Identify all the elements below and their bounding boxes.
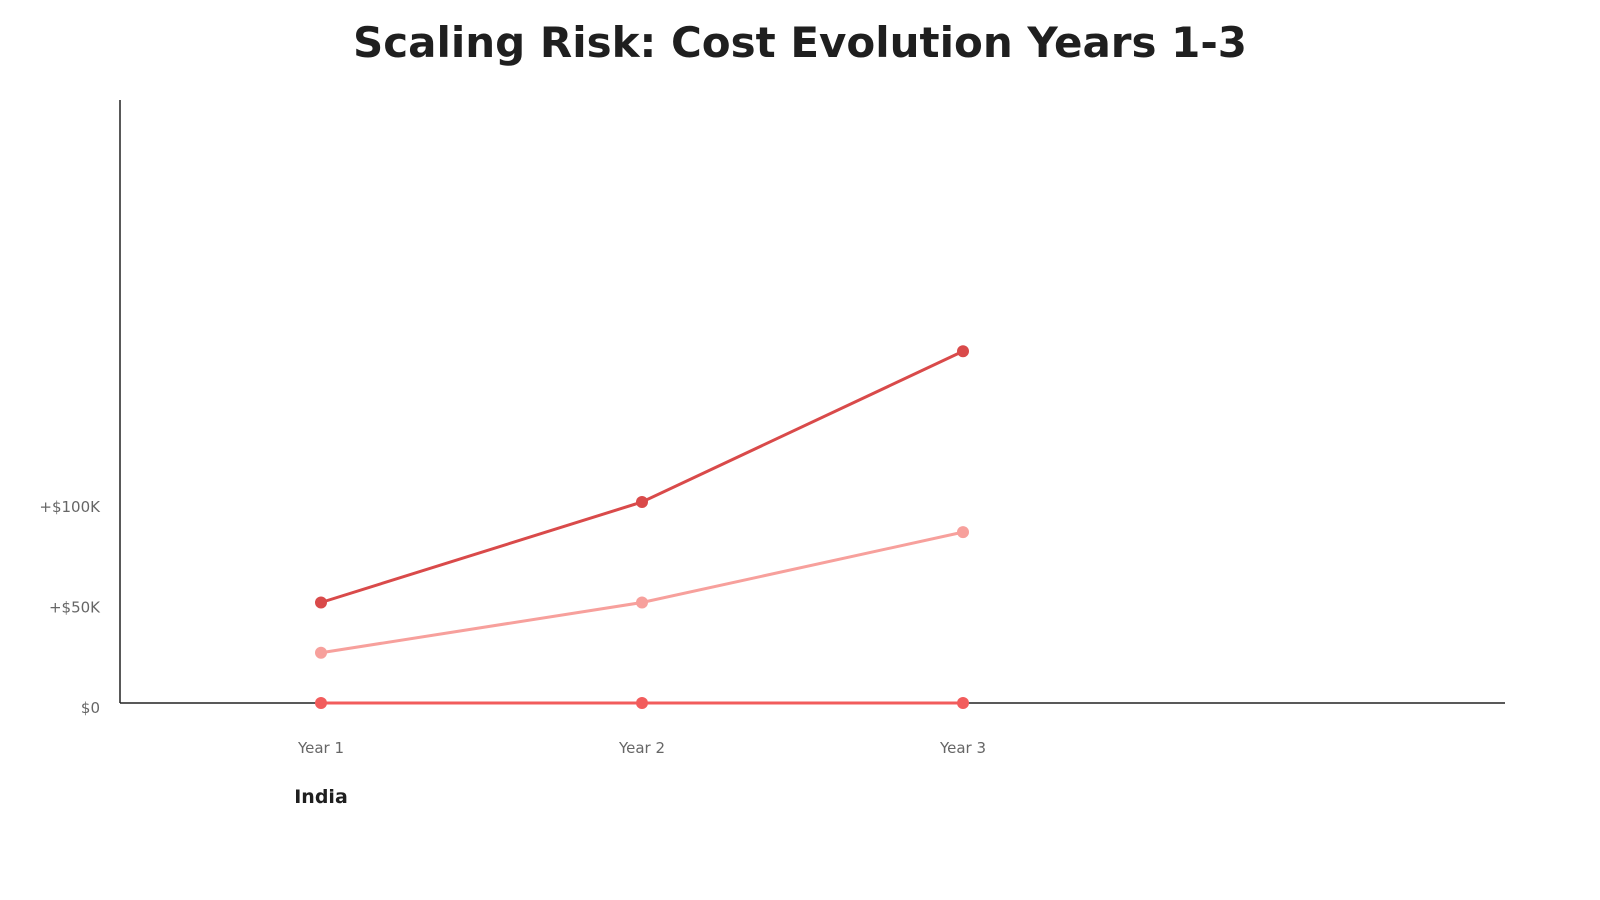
chart-axes — [119, 100, 1505, 704]
series-line — [320, 530, 964, 655]
series-3 — [315, 697, 969, 709]
data-point — [636, 697, 648, 709]
data-point — [315, 596, 327, 609]
x-tick-labels: Year 1 Year 2 Year 3 — [297, 739, 986, 757]
y-tick-label: +$100K — [39, 498, 101, 516]
chart-title: Scaling Risk: Cost Evolution Years 1-3 — [353, 18, 1247, 67]
x-tick-label: Year 3 — [939, 739, 986, 757]
series-layer — [315, 345, 969, 709]
y-tick-labels: $0 +$50K +$100K — [39, 498, 101, 717]
data-point — [315, 646, 327, 659]
data-point — [957, 345, 969, 358]
x-tick-label: Year 2 — [618, 739, 665, 757]
x-tick-label: Year 1 — [297, 739, 344, 757]
series-2 — [315, 526, 969, 659]
series-line — [320, 349, 964, 604]
group-label: India — [294, 786, 348, 808]
data-point — [957, 526, 969, 539]
data-point — [636, 596, 648, 609]
y-tick-label: $0 — [81, 699, 100, 717]
series-1 — [315, 345, 969, 609]
y-tick-label: +$50K — [49, 599, 101, 617]
data-point — [957, 697, 969, 709]
data-point — [315, 697, 327, 709]
data-point — [636, 496, 648, 508]
